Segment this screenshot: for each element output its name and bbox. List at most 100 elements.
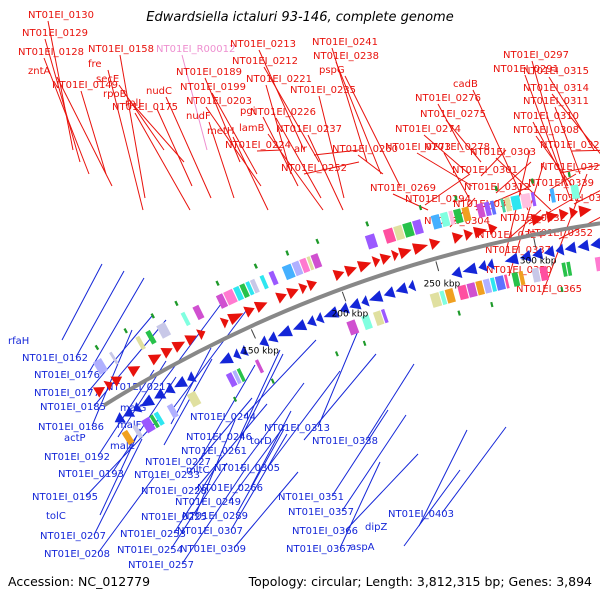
reverse-gene-label[interactable]: NT01EI_0244 bbox=[190, 412, 256, 423]
forward-gene-label[interactable]: rplJ bbox=[125, 98, 141, 109]
reverse-gene-label[interactable]: NT01EI_0192 bbox=[44, 452, 110, 463]
forward-gene-label[interactable]: NT01EI_0129 bbox=[22, 28, 88, 39]
reverse-gene-label[interactable]: NT01EI_0211 bbox=[106, 382, 172, 393]
reverse-gene-label[interactable]: NT01EI_0177 bbox=[34, 388, 100, 399]
forward-gene-label[interactable]: NT01EI_0352 bbox=[527, 228, 593, 239]
reverse-gene-label[interactable]: NT01EI_0207 bbox=[40, 531, 106, 542]
forward-gene-label[interactable]: NT01EI_0297 bbox=[503, 50, 569, 61]
reverse-gene-label[interactable]: NT01EI_0257 bbox=[128, 560, 194, 571]
reverse-gene-label[interactable]: NT01EI_0186 bbox=[38, 422, 104, 433]
forward-gene-label[interactable]: NT01EI_0323 bbox=[540, 162, 600, 173]
forward-gene-label[interactable]: NT01EI_0273 bbox=[385, 142, 451, 153]
reverse-gene-label[interactable]: NT01EI_0313 bbox=[264, 423, 330, 434]
forward-gene-label[interactable]: NT01EI_0337 bbox=[485, 245, 551, 256]
reverse-gene-label[interactable]: rfaH bbox=[8, 336, 29, 347]
forward-gene-label[interactable]: NT01EI_0203 bbox=[186, 96, 252, 107]
reverse-gene-label[interactable]: NT01EI_0254 bbox=[117, 545, 183, 556]
reverse-gene-label[interactable]: NT01EI_0193 bbox=[58, 469, 124, 480]
forward-gene-label[interactable]: NT01EI_0237 bbox=[276, 124, 342, 135]
forward-gene-label[interactable]: NT01EI_0213 bbox=[230, 39, 296, 50]
forward-gene-label[interactable]: NT01EI_0221 bbox=[246, 74, 312, 85]
reverse-gene-label[interactable]: NT01EI_0357 bbox=[288, 507, 354, 518]
forward-gene-label[interactable]: NT01EI_0276 bbox=[415, 93, 481, 104]
reverse-gene-label[interactable]: NT01EI_0289 bbox=[182, 511, 248, 522]
forward-gene-label[interactable]: NT01EI_0158 bbox=[88, 44, 154, 55]
reverse-gene-label[interactable]: NT01EI_0185 bbox=[40, 402, 106, 413]
reverse-gene-label[interactable]: mltC bbox=[186, 465, 209, 476]
forward-gene-label[interactable]: NT01EI_0294 bbox=[405, 194, 471, 205]
forward-gene-label[interactable]: NT01EI_0241 bbox=[312, 37, 378, 48]
reverse-gene-label[interactable]: NT01EI_0195 bbox=[32, 492, 98, 503]
reverse-gene-label[interactable]: NT01EI_0249 bbox=[175, 497, 241, 508]
reverse-gene-label[interactable]: dipZ bbox=[365, 522, 387, 533]
forward-gene-label[interactable]: nudC bbox=[146, 86, 172, 97]
reverse-gene-label[interactable]: NT01EI_0366 bbox=[292, 526, 358, 537]
forward-gene-label[interactable]: NT01EI_0314 bbox=[523, 83, 589, 94]
forward-gene-label[interactable]: NT01EI_0269 bbox=[370, 183, 436, 194]
forward-gene-label[interactable]: NT01EI_0308 bbox=[513, 125, 579, 136]
forward-gene-label[interactable]: NT01EI_0365 bbox=[516, 284, 582, 295]
reverse-gene-label[interactable]: NT01EI_0403 bbox=[388, 509, 454, 520]
reverse-gene-label[interactable]: malE bbox=[110, 441, 135, 452]
forward-gene-label[interactable]: NT01EI_0199 bbox=[180, 82, 246, 93]
forward-gene-label[interactable]: pgi bbox=[240, 106, 255, 117]
reverse-gene-label[interactable]: NT01EI_0225 bbox=[141, 512, 207, 523]
forward-gene-label[interactable]: NT01EI_0212 bbox=[232, 56, 298, 67]
forward-gene-label[interactable]: NT01EI_R00012 bbox=[156, 44, 235, 55]
forward-gene-label[interactable]: NT01EI_0130 bbox=[28, 10, 94, 21]
reverse-gene-label[interactable]: NT01EI_0338 bbox=[312, 436, 378, 447]
reverse-gene-label[interactable]: NT01EI_0228 bbox=[141, 486, 207, 497]
forward-gene-label[interactable]: metH bbox=[207, 126, 234, 137]
forward-gene-label[interactable]: secE bbox=[96, 74, 119, 85]
reverse-gene-label[interactable]: torD bbox=[250, 436, 272, 447]
reverse-gene-label[interactable]: NT01EI_0367 bbox=[286, 544, 352, 555]
reverse-gene-label[interactable]: malF bbox=[117, 420, 142, 431]
reverse-gene-label[interactable]: NT01EI_0305 bbox=[214, 463, 280, 474]
reverse-gene-label[interactable]: aspA bbox=[350, 542, 375, 553]
reverse-gene-label[interactable]: NT01EI_0208 bbox=[44, 549, 110, 560]
forward-gene-label[interactable]: NT01EI_0189 bbox=[176, 67, 242, 78]
forward-gene-label[interactable]: alr bbox=[294, 144, 308, 155]
forward-gene-label[interactable]: NT01EI_0326 bbox=[540, 140, 600, 151]
forward-gene-label[interactable]: NT01EI_0350 bbox=[486, 265, 552, 276]
reverse-gene-label[interactable]: NT01EI_0309 bbox=[180, 544, 246, 555]
forward-gene-label[interactable]: NT01EI_0310 bbox=[513, 111, 579, 122]
forward-gene-label[interactable]: nudF bbox=[186, 111, 211, 122]
reverse-gene-label[interactable]: NT01EI_0246 bbox=[186, 432, 252, 443]
forward-gene-label[interactable]: zntA bbox=[28, 66, 51, 77]
forward-gene-label[interactable]: NT01EI_0128 bbox=[18, 47, 84, 58]
forward-gene-label[interactable]: NT01EI_0274 bbox=[395, 124, 461, 135]
reverse-gene-label[interactable]: NT01EI_0266 bbox=[197, 483, 263, 494]
reverse-gene-label[interactable]: NT01EI_0253 bbox=[120, 529, 186, 540]
reverse-gene-label[interactable]: NT01EI_0227 bbox=[145, 457, 211, 468]
forward-gene-label[interactable]: NT01EI_0175 bbox=[112, 102, 178, 113]
forward-gene-label[interactable]: NT01EI_0301 bbox=[452, 165, 518, 176]
forward-gene-label[interactable]: NT01EI_0252 bbox=[281, 163, 347, 174]
forward-gene-label[interactable]: NT01EI_0224 bbox=[225, 140, 291, 151]
label-leader bbox=[443, 152, 470, 199]
reverse-gene-label[interactable]: tolC bbox=[46, 511, 66, 522]
forward-gene-label[interactable]: NT01EI_0238 bbox=[313, 51, 379, 62]
reverse-gene-label[interactable]: NT01EI_0233 bbox=[134, 470, 200, 481]
forward-gene-label[interactable]: NT01EI_0235 bbox=[290, 85, 356, 96]
forward-gene-label[interactable]: NT01EI_0260 bbox=[332, 144, 398, 155]
reverse-gene-label[interactable]: NT01EI_0307 bbox=[177, 526, 243, 537]
reverse-gene-label[interactable]: actP bbox=[64, 433, 86, 444]
forward-gene-label[interactable]: fre bbox=[88, 59, 102, 70]
forward-gene-label[interactable]: NT01EI_0149 bbox=[52, 80, 118, 91]
reverse-gene-label[interactable]: malG bbox=[120, 403, 146, 414]
forward-gene-label[interactable]: NT01EI_0291 bbox=[493, 64, 559, 75]
reverse-gene-label[interactable]: NT01EI_0176 bbox=[34, 370, 100, 381]
reverse-gene-label[interactable]: NT01EI_0261 bbox=[181, 446, 247, 457]
forward-gene-label[interactable]: NT01EI_0226 bbox=[250, 107, 316, 118]
forward-gene-label[interactable]: lamB bbox=[239, 123, 265, 134]
reverse-gene-label[interactable]: NT01EI_0351 bbox=[278, 492, 344, 503]
forward-gene-label[interactable]: pspG bbox=[319, 65, 345, 76]
forward-gene-label[interactable]: NT01EI_0315 bbox=[523, 66, 589, 77]
forward-gene-label[interactable]: rpoB bbox=[103, 89, 127, 100]
forward-gene-label[interactable]: NT01EI_0278 bbox=[424, 142, 490, 153]
forward-gene-label[interactable]: NT01EI_0275 bbox=[420, 109, 486, 120]
reverse-gene-label[interactable]: NT01EI_0162 bbox=[22, 353, 88, 364]
forward-gene-label[interactable]: NT01EI_0311 bbox=[523, 96, 589, 107]
forward-gene-label[interactable]: cadB bbox=[453, 79, 478, 90]
